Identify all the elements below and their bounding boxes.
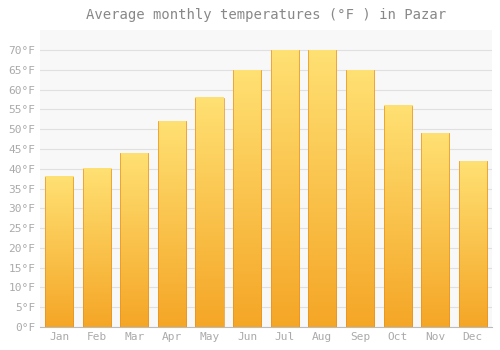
Title: Average monthly temperatures (°F ) in Pazar: Average monthly temperatures (°F ) in Pa… [86,8,446,22]
